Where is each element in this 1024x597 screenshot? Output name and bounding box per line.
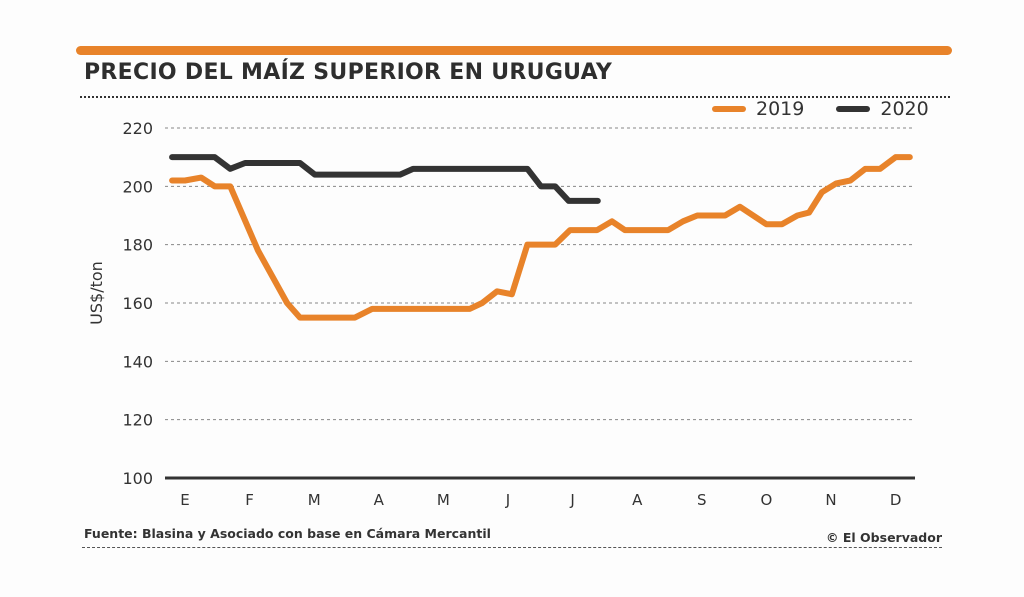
legend-label-2019: 2019 bbox=[756, 98, 805, 120]
x-tick-label: F bbox=[245, 491, 254, 509]
chart-title: PRECIO DEL MAÍZ SUPERIOR EN URUGUAY bbox=[84, 60, 613, 85]
x-tick-label: S bbox=[697, 491, 707, 509]
y-tick-label: 220 bbox=[122, 119, 153, 138]
credit-note: © El Observador bbox=[826, 530, 942, 545]
x-tick-label: J bbox=[505, 491, 510, 509]
y-tick-label: 100 bbox=[122, 469, 153, 488]
y-axis-label: US$/ton bbox=[87, 261, 106, 325]
x-tick-label: M bbox=[308, 491, 321, 509]
x-tick-label: A bbox=[632, 491, 643, 509]
series-lines bbox=[169, 154, 913, 321]
source-note: Fuente: Blasina y Asociado con base en C… bbox=[84, 526, 491, 541]
x-tick-label: E bbox=[180, 491, 189, 509]
y-tick-labels: 100 120 140 160 180 200 220 bbox=[122, 119, 153, 488]
title-separator bbox=[80, 96, 950, 98]
y-tick-label: 120 bbox=[122, 411, 153, 430]
series-line-2019 bbox=[169, 154, 913, 321]
x-tick-label: D bbox=[890, 491, 902, 509]
x-tick-label: A bbox=[374, 491, 385, 509]
x-tick-label: M bbox=[437, 491, 450, 509]
y-tick-label: 180 bbox=[122, 236, 153, 255]
legend-label-2020: 2020 bbox=[880, 98, 929, 120]
legend-swatch-2020 bbox=[836, 106, 871, 112]
top-accent-bar bbox=[76, 46, 952, 55]
x-tick-label: O bbox=[760, 491, 772, 509]
y-tick-label: 140 bbox=[122, 352, 153, 371]
series-line-2020 bbox=[169, 154, 601, 204]
legend-swatch-2019 bbox=[712, 106, 746, 112]
grid-lines bbox=[165, 127, 915, 480]
y-tick-label: 160 bbox=[122, 294, 153, 313]
footer-separator bbox=[82, 547, 942, 548]
x-tick-label: N bbox=[825, 491, 836, 509]
y-tick-label: 200 bbox=[122, 177, 153, 196]
legend-item-2020: 2020 bbox=[836, 98, 929, 120]
x-tick-label: J bbox=[569, 491, 574, 509]
legend: 2019 2020 bbox=[712, 98, 951, 120]
legend-item-2019: 2019 bbox=[712, 98, 804, 120]
